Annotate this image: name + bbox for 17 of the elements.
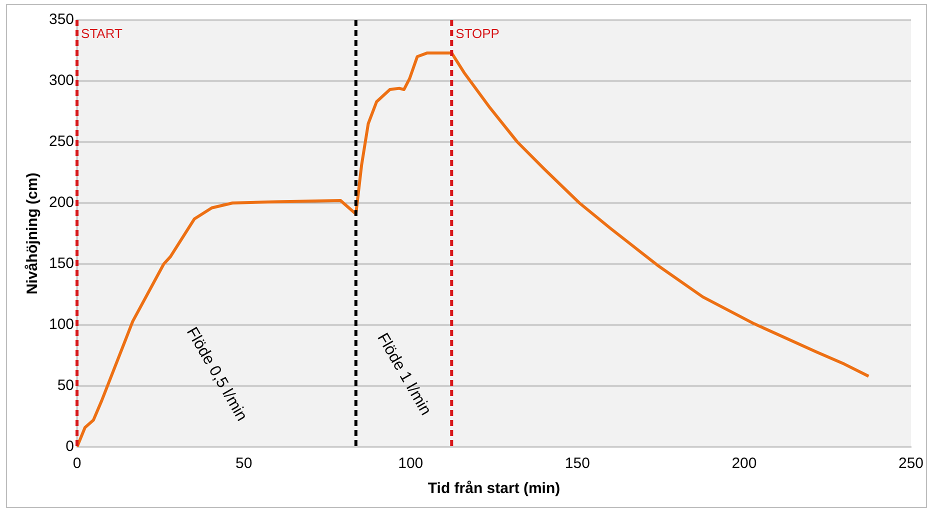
y-tick-label: 50 xyxy=(57,377,74,394)
y-tick-label: 300 xyxy=(48,72,74,90)
y-tick-label: 100 xyxy=(48,316,74,334)
x-tick-label: 50 xyxy=(235,455,252,472)
x-tick-label: 250 xyxy=(898,455,924,472)
y-tick-label: 0 xyxy=(66,438,74,456)
x-axis-title: Tid från start (min) xyxy=(428,480,560,498)
y-tick-label: 250 xyxy=(48,133,74,150)
y-tick-label: 350 xyxy=(48,11,74,28)
ref-line-label: STOPP xyxy=(456,26,500,42)
y-axis-title: Nivåhöjning (cm) xyxy=(24,172,42,294)
y-tick-label: 200 xyxy=(48,194,74,212)
x-tick-label: 150 xyxy=(564,455,590,472)
x-tick-label: 100 xyxy=(398,455,424,472)
ref-line-label: START xyxy=(81,26,122,42)
x-tick-label: 200 xyxy=(732,455,757,472)
y-tick-label: 150 xyxy=(48,255,74,272)
